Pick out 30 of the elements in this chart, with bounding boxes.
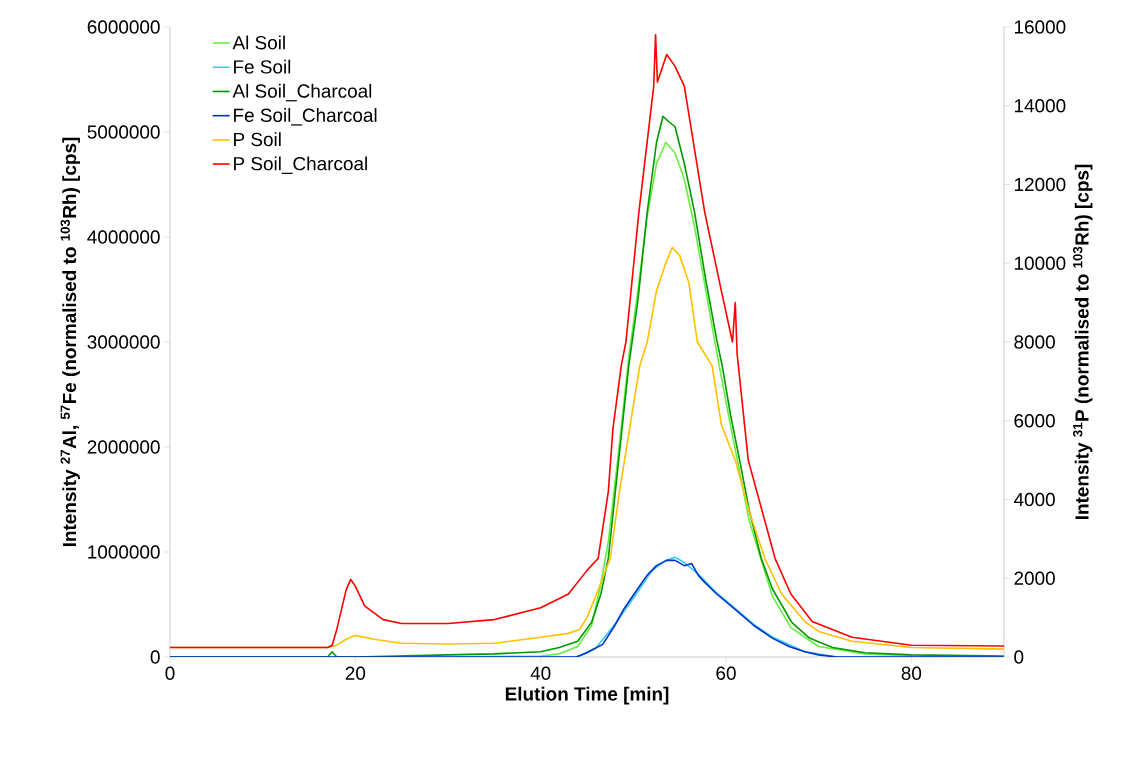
y2-tick-label: 8000 <box>1014 335 1055 349</box>
legend-label: P Soil_Charcoal <box>234 156 367 174</box>
y-tick-label: 1000000 <box>88 545 160 559</box>
y-tick-label: 0 <box>150 650 160 664</box>
y-axis-title: Intensity $^{27}$Al, $^{57}$Fe (normalised to $^{103}$Rh) [cps] <box>60 137 80 547</box>
x-tick-label: 60 <box>716 666 736 680</box>
y-tick-label: 5000000 <box>87 125 160 139</box>
y2-tick-label: 16000 <box>1014 20 1066 34</box>
x-tick-label: 40 <box>530 666 551 680</box>
y2-tick-label: 0 <box>1014 650 1024 664</box>
y2-tick-label: 2000 <box>1014 571 1055 585</box>
y-tick-label: 3000000 <box>87 335 160 349</box>
legend-label: Al Soil <box>232 35 285 50</box>
y-tick-label: 6000000 <box>87 20 160 34</box>
x-tick-label: 80 <box>901 666 922 680</box>
y2-tick-label: 4000 <box>1013 492 1055 507</box>
legend-label: Al Soil_Charcoal <box>232 83 372 102</box>
x-tick-label: 20 <box>345 666 366 680</box>
y2-tick-label: 12000 <box>1014 177 1066 192</box>
y-tick-label: 2000000 <box>87 440 160 454</box>
y-tick-label: 4000000 <box>87 230 160 244</box>
x-tick-label: 0 <box>165 666 175 680</box>
y2-tick-label: 6000 <box>1014 414 1055 428</box>
legend-label: P Soil <box>234 132 281 147</box>
y2-axis-title: Intensity $^{31}$P (normalised to $^{103}$Rh) [cps] <box>1073 164 1093 519</box>
legend-label: Fe Soil <box>234 59 291 74</box>
y2-tick-label: 10000 <box>1014 256 1066 270</box>
y2-tick-label: 14000 <box>1014 99 1066 113</box>
legend-label: Fe Soil_Charcoal <box>234 108 377 126</box>
x-axis-title: Elution Time [min] <box>505 686 669 705</box>
